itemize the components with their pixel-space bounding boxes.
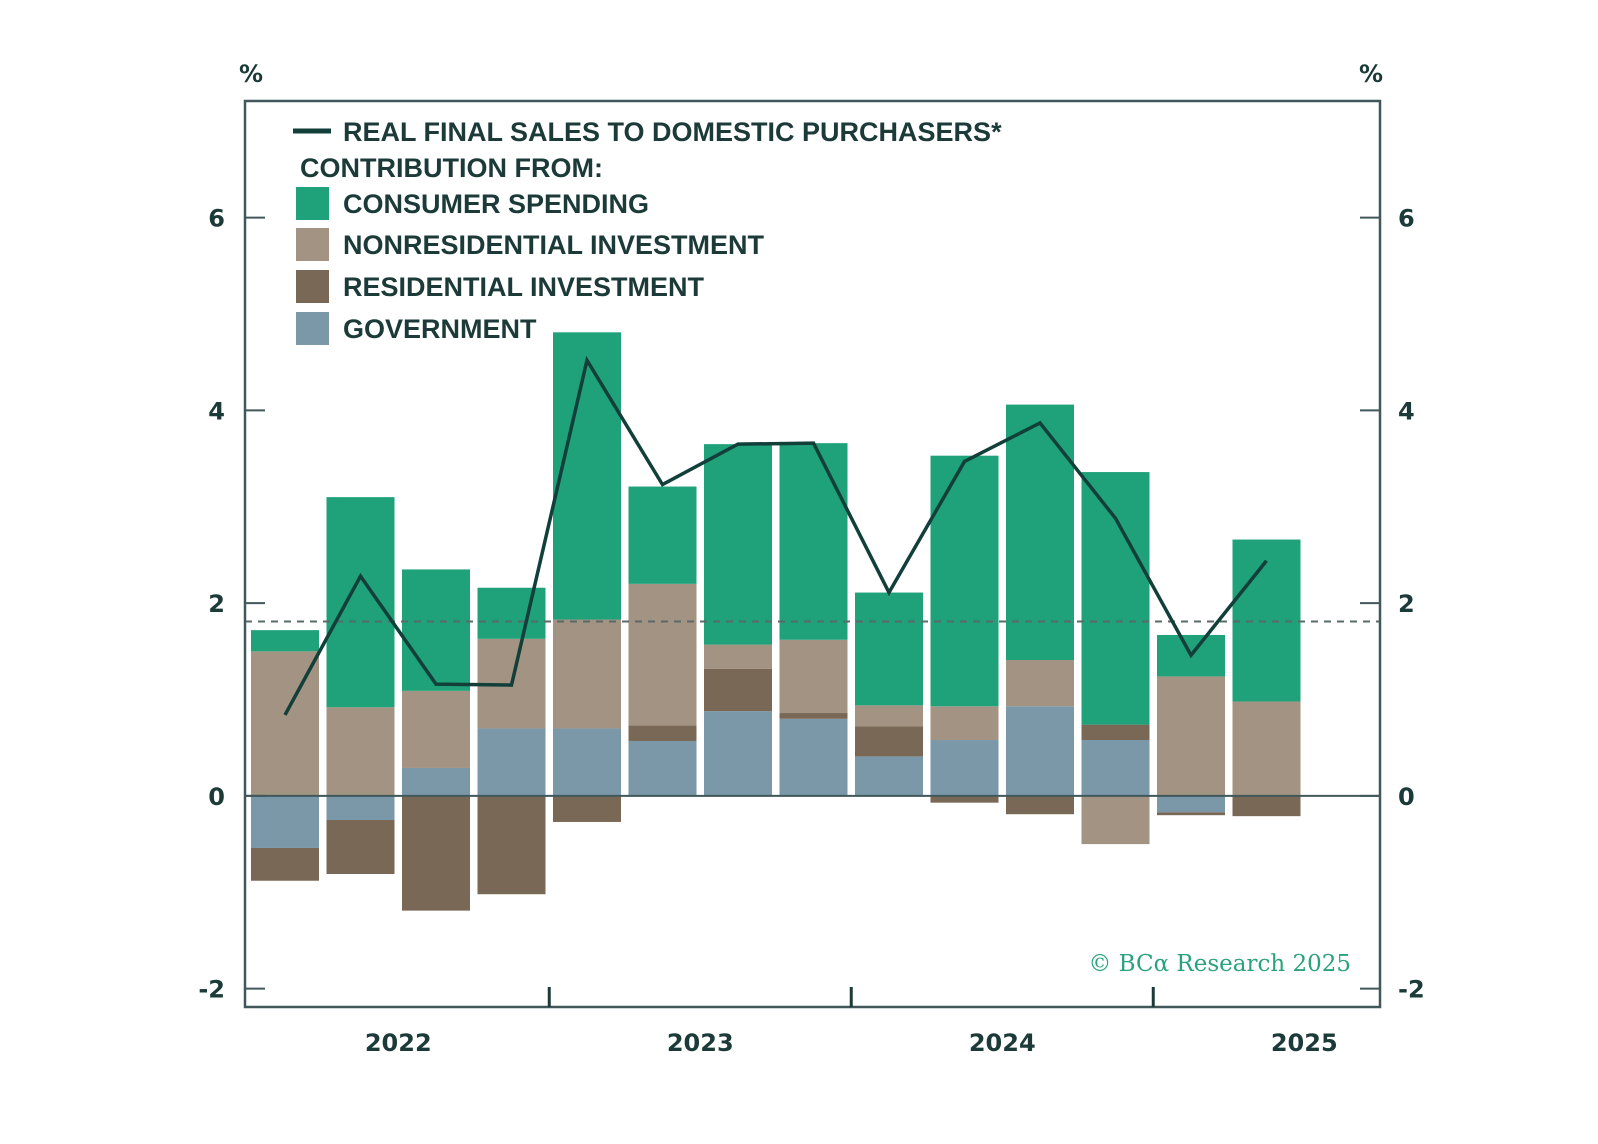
bar-nonresidential-investment-2024q2 bbox=[930, 706, 999, 741]
bar-government-2023q1 bbox=[553, 728, 621, 796]
y-tick-label-right: 6 bbox=[1398, 205, 1415, 233]
bar-government-2024q4 bbox=[1081, 740, 1150, 796]
legend-label-residential-investment: RESIDENTIAL INVESTMENT bbox=[343, 272, 705, 302]
bar-nonresidential-investment-2023q4 bbox=[779, 639, 848, 714]
y-tick-label-right: -2 bbox=[1398, 976, 1425, 1004]
bar-consumer-spending-2024q3 bbox=[1006, 404, 1074, 661]
x-tick-label-2023: 2023 bbox=[667, 1029, 734, 1057]
bar-consumer-spending-2024q2 bbox=[930, 455, 999, 707]
legend: REAL FINAL SALES TO DOMESTIC PURCHASERS*… bbox=[293, 117, 1002, 345]
copyright-annotation: © BCα Research 2025 bbox=[1088, 951, 1351, 977]
legend-line-label: REAL FINAL SALES TO DOMESTIC PURCHASERS* bbox=[343, 117, 1002, 147]
y-tick-label-left: 2 bbox=[208, 590, 225, 618]
bar-residential-investment-2024q3 bbox=[1006, 795, 1074, 815]
x-tick-label-2022: 2022 bbox=[365, 1029, 432, 1057]
bar-consumer-spending-2023q4 bbox=[779, 443, 848, 640]
bar-government-2022q3 bbox=[402, 767, 470, 796]
y-tick-label-right: 0 bbox=[1398, 783, 1415, 811]
bar-residential-investment-2024q1 bbox=[855, 726, 923, 757]
bar-residential-investment-2022q3 bbox=[402, 795, 470, 911]
bar-government-2024q1 bbox=[855, 756, 923, 796]
axis-ticks: -2 -2 0 0 2 2 4 4 6 6 2022 2023 2024 2025 bbox=[198, 205, 1424, 1057]
bar-residential-investment-2022q4 bbox=[477, 795, 546, 895]
bar-consumer-spending-2023q3 bbox=[704, 444, 772, 645]
bar-consumer-spending-2023q2 bbox=[628, 486, 697, 584]
bar-consumer-spending-2024q4 bbox=[1081, 472, 1150, 725]
bar-residential-investment-2023q2 bbox=[628, 725, 697, 741]
bar-consumer-spending-2022q2 bbox=[326, 497, 395, 708]
legend-swatch-consumer-spending bbox=[296, 187, 329, 220]
bar-nonresidential-investment-2024q4 bbox=[1081, 795, 1150, 845]
bar-nonresidential-investment-2024q3 bbox=[1006, 660, 1074, 707]
bar-residential-investment-2025q2 bbox=[1232, 795, 1301, 817]
y-tick-label-left: 0 bbox=[208, 783, 225, 811]
bar-government-2022q2 bbox=[326, 795, 395, 821]
bar-government-2022q1 bbox=[251, 795, 319, 848]
bar-residential-investment-2023q3 bbox=[704, 668, 772, 712]
y-tick-label-left: -2 bbox=[198, 976, 225, 1004]
bar-nonresidential-investment-2024q1 bbox=[855, 705, 923, 727]
bar-government-2025q1 bbox=[1157, 795, 1225, 813]
legend-label-government: GOVERNMENT bbox=[343, 314, 537, 344]
bar-nonresidential-investment-2023q3 bbox=[704, 644, 772, 669]
bar-government-2023q3 bbox=[704, 711, 772, 796]
bar-government-2023q4 bbox=[779, 718, 848, 796]
bar-government-2022q4 bbox=[477, 728, 546, 796]
real-final-sales-line bbox=[283, 355, 1268, 716]
bar-nonresidential-investment-2023q1 bbox=[553, 619, 621, 729]
plot-frame bbox=[243, 99, 1382, 1009]
bar-consumer-spending-2023q1 bbox=[553, 332, 621, 620]
y-tick-label-right: 4 bbox=[1398, 397, 1415, 425]
y-tick-label-left: 4 bbox=[208, 397, 225, 425]
y-unit-left: % bbox=[239, 60, 263, 88]
bar-residential-investment-2023q1 bbox=[553, 795, 621, 822]
legend-heading: CONTRIBUTION FROM: bbox=[300, 153, 603, 183]
bar-residential-investment-2025q1 bbox=[1157, 812, 1225, 816]
legend-swatch-government bbox=[296, 312, 329, 345]
x-tick-label-2024: 2024 bbox=[969, 1029, 1036, 1057]
bar-residential-investment-2024q2 bbox=[930, 795, 999, 803]
x-tick-label-2025: 2025 bbox=[1271, 1029, 1338, 1057]
bar-nonresidential-investment-2022q3 bbox=[402, 690, 470, 768]
y-tick-label-right: 2 bbox=[1398, 590, 1415, 618]
legend-swatch-residential-investment bbox=[296, 270, 329, 303]
bar-nonresidential-investment-2023q2 bbox=[628, 583, 697, 726]
bar-residential-investment-2023q4 bbox=[779, 713, 848, 719]
bar-consumer-spending-2022q4 bbox=[477, 587, 546, 639]
bar-government-2024q3 bbox=[1006, 706, 1074, 796]
y-tick-label-left: 6 bbox=[208, 205, 225, 233]
bar-nonresidential-investment-2022q2 bbox=[326, 707, 395, 796]
bar-residential-investment-2024q4 bbox=[1081, 724, 1150, 741]
bar-government-2024q2 bbox=[930, 740, 999, 796]
bar-consumer-spending-2024q1 bbox=[855, 592, 923, 706]
bars-layer bbox=[251, 332, 1301, 911]
bar-consumer-spending-2022q1 bbox=[251, 630, 319, 652]
bar-residential-investment-2022q2 bbox=[326, 820, 395, 874]
legend-label-nonresidential-investment: NONRESIDENTIAL INVESTMENT bbox=[343, 230, 765, 260]
legend-swatch-nonresidential-investment bbox=[296, 228, 329, 261]
y-unit-right: % bbox=[1359, 60, 1383, 88]
bar-consumer-spending-2022q3 bbox=[402, 569, 470, 691]
legend-label-consumer-spending: CONSUMER SPENDING bbox=[343, 189, 649, 219]
bar-nonresidential-investment-2025q1 bbox=[1157, 676, 1225, 796]
bar-nonresidential-investment-2025q2 bbox=[1232, 701, 1301, 796]
bar-residential-investment-2022q1 bbox=[251, 847, 319, 881]
bar-government-2023q2 bbox=[628, 740, 697, 796]
